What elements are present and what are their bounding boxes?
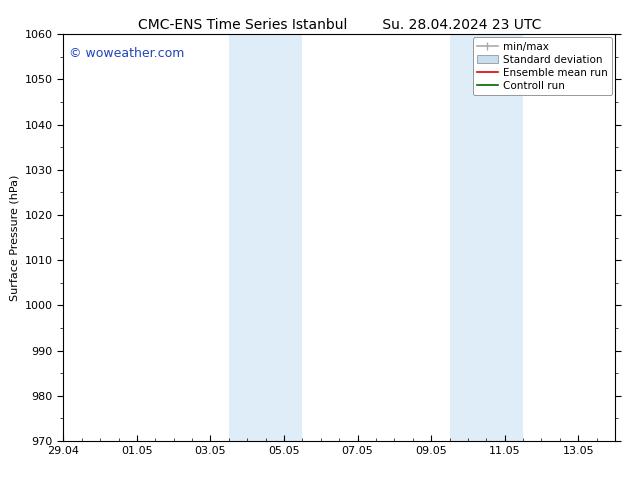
Bar (450, 34, 523, 441)
Text: © woweather.com: © woweather.com (69, 47, 184, 59)
Y-axis label: Surface Pressure (hPa): Surface Pressure (hPa) (10, 174, 19, 301)
Legend: min/max, Standard deviation, Ensemble mean run, Controll run: min/max, Standard deviation, Ensemble me… (473, 37, 612, 95)
Bar (229, 34, 302, 441)
Title: CMC-ENS Time Series Istanbul        Su. 28.04.2024 23 UTC: CMC-ENS Time Series Istanbul Su. 28.04.2… (138, 18, 541, 32)
